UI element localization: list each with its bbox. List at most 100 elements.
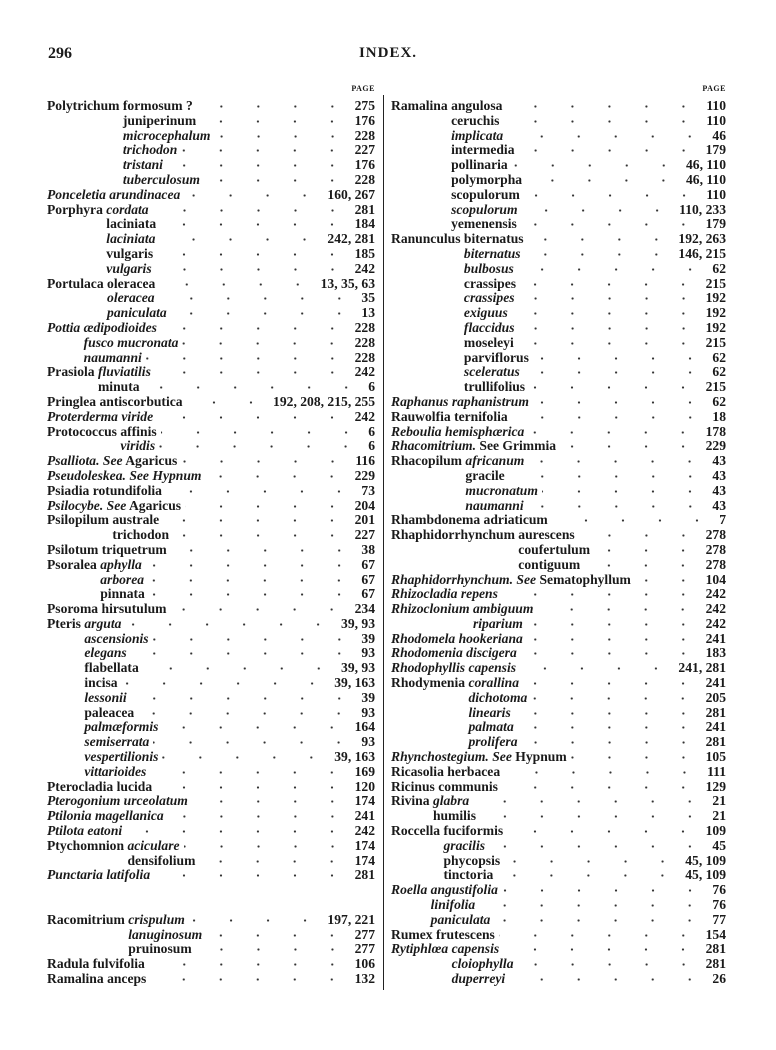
- entry-term: elegans: [84, 645, 127, 661]
- dot-leader: [479, 895, 709, 910]
- page-reference: 110, 233: [679, 201, 726, 217]
- entry-name: Rhodomela hookeriana: [391, 631, 523, 647]
- entry-term: africanum: [465, 453, 525, 469]
- page-reference: 281: [354, 867, 375, 883]
- entry-term: gracilis: [443, 837, 486, 853]
- entry-term: aurescens: [518, 527, 575, 543]
- dot-leader: [182, 332, 351, 347]
- page-reference: 205: [705, 689, 726, 705]
- page-reference: 178: [705, 423, 726, 439]
- entry-term: arborea: [100, 571, 145, 587]
- dot-leader: [159, 229, 324, 244]
- page-reference: 281: [705, 704, 726, 720]
- page-reference: 192: [705, 290, 726, 306]
- entry-name: palmæformis: [84, 720, 158, 735]
- index-subentry: elegans 93: [47, 643, 375, 661]
- entry-term: lucida: [116, 778, 153, 794]
- page-reference: 204: [354, 497, 375, 513]
- page-reference: 242: [354, 364, 375, 380]
- index-subentry: crassipes 192: [391, 288, 726, 306]
- index-subentry: vulgaris 185: [47, 243, 375, 261]
- page-reference: 197, 221: [327, 911, 375, 927]
- page-reference: 215: [705, 379, 726, 395]
- entry-name: Porphyra cordata: [47, 202, 149, 218]
- entry-name: Psilopilum australe: [47, 512, 160, 528]
- entry-name: oleracea: [107, 290, 155, 306]
- dot-leader: [206, 924, 351, 939]
- genus-name: Raphanus: [391, 393, 449, 409]
- dot-leader: [594, 539, 702, 554]
- index-subentry: prolifera 281: [391, 732, 726, 749]
- entry-name: Rumex frutescens: [391, 927, 495, 943]
- entry-name: Ricinus communis: [391, 778, 498, 795]
- dot-leader: [145, 554, 358, 569]
- page-reference: 6: [368, 438, 375, 454]
- entry-name: ascensionis: [84, 631, 148, 647]
- index-subentry: palmæformis 164: [47, 717, 375, 735]
- page-reference: 192: [705, 319, 726, 335]
- entry-term: contiguum: [518, 556, 581, 572]
- entry-term: microcephalum: [122, 127, 211, 143]
- page-reference: 45, 109: [685, 867, 726, 883]
- entry-term: australe: [112, 512, 160, 528]
- page-reference: 46, 110: [685, 157, 726, 173]
- index-subentry: semiserrata 93: [47, 732, 375, 749]
- page-reference: 73: [361, 482, 375, 498]
- index-subentry: pinnata 67: [47, 584, 375, 601]
- entry-term: arguta: [84, 615, 122, 631]
- page-reference: 13, 35, 63: [320, 275, 375, 291]
- entry-name: Radula fulvifolia: [47, 956, 145, 972]
- entry-name: flaccidus: [464, 320, 515, 336]
- index-subentry: ceruchis 110: [391, 110, 726, 128]
- index-entry: Psoroma hirsutulum 234: [47, 599, 375, 616]
- page-reference: 185: [354, 245, 375, 261]
- entry-term: viride: [121, 408, 154, 424]
- entry-term: minuta: [97, 379, 140, 395]
- dot-leader: [173, 525, 351, 540]
- entry-name: Ptilonia magellanica: [47, 808, 164, 824]
- entry-term: laciniata: [106, 231, 156, 247]
- genus-name: Roella: [391, 882, 428, 898]
- entry-name: naumanni: [84, 350, 142, 366]
- dot-leader: [560, 436, 702, 451]
- entry-term: vulgaris: [106, 245, 154, 261]
- dot-leader: [148, 569, 358, 584]
- entry-name: phycopsis: [443, 853, 500, 869]
- entry-term: fluviatilis: [97, 364, 151, 380]
- entry-term: biternatus: [463, 231, 524, 247]
- page-reference: 241: [705, 675, 726, 691]
- index-subentry: bulbosus 62: [391, 258, 726, 276]
- page-reference: 228: [354, 349, 375, 365]
- dot-leader: [517, 954, 702, 969]
- index-subentry: juniperinum 176: [47, 110, 375, 128]
- index-subentry: phycopsis 45, 109: [391, 850, 726, 869]
- page-reference: 241: [705, 630, 726, 646]
- genus-name: Pteris: [47, 615, 81, 631]
- index-entry: Ptychomnion aciculare 174: [47, 835, 375, 853]
- entry-name: paniculata: [431, 912, 491, 928]
- index-subentry: humilis 21: [391, 806, 726, 824]
- index-entry: Ramalina anceps 132: [47, 969, 375, 986]
- entry-term: raphanistrum: [451, 393, 529, 409]
- page-reference: 43: [712, 453, 726, 469]
- entry-name: minuta: [97, 379, 140, 395]
- index-subentry: palmata 241: [391, 717, 726, 734]
- index-entry: Ptilota eatoni 242: [47, 821, 375, 839]
- entry-term: See: [516, 571, 537, 587]
- entry-term: humilis: [432, 808, 477, 824]
- index-entry: Psilotum triquetrum 38: [47, 539, 375, 557]
- dot-leader: [526, 628, 702, 643]
- entry-term: communis: [438, 778, 498, 794]
- page-reference: 192, 208, 215, 255: [273, 393, 375, 409]
- genus-name: Ptilota: [47, 823, 85, 839]
- index-column-left: PAGE Polytrichum formosum ? 275 juniperinu…: [47, 82, 375, 986]
- page-reference: 39, 93: [341, 660, 375, 676]
- index-subentry: fusco mucronata 228: [47, 332, 375, 350]
- entry-term: See: [492, 749, 512, 765]
- entry-name: pruinosum: [128, 942, 191, 957]
- dot-leader: [520, 643, 702, 658]
- dot-leader: [498, 924, 702, 939]
- dot-leader: [152, 628, 358, 643]
- entry-name: Roella angustifolia: [391, 882, 498, 898]
- index-subentry: flaccidus 192: [391, 317, 726, 336]
